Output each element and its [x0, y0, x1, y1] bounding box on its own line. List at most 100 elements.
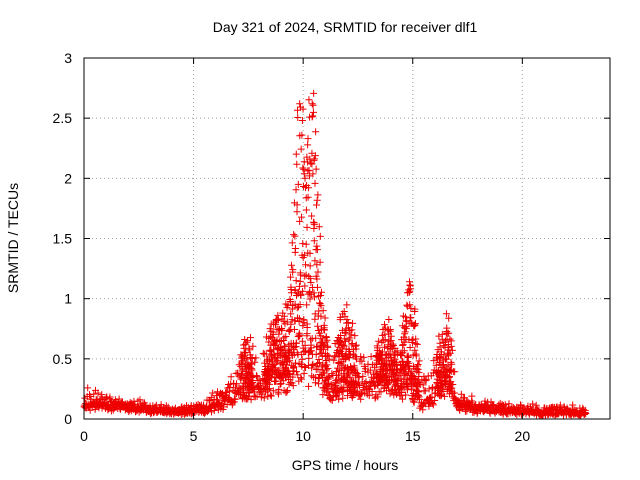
data-point: [379, 336, 387, 344]
data-point: [253, 372, 261, 380]
data-point: [287, 273, 295, 281]
data-point: [410, 375, 418, 383]
data-point: [309, 170, 317, 178]
data-point: [314, 283, 322, 291]
data-point: [451, 368, 459, 376]
data-point: [325, 388, 333, 396]
data-point: [94, 389, 102, 397]
data-point: [294, 113, 302, 121]
data-point: [354, 380, 362, 388]
data-point: [266, 391, 274, 399]
data-point: [351, 332, 359, 340]
data-point: [320, 321, 328, 329]
data-point: [414, 362, 421, 370]
data-point: [283, 318, 291, 326]
data-point: [313, 275, 321, 283]
plot-frame: [83, 57, 611, 420]
data-point: [272, 358, 280, 366]
data-point: [298, 116, 306, 124]
data-point: [267, 392, 275, 400]
data-point: [425, 402, 433, 410]
data-point: [260, 394, 268, 402]
data-point: [311, 152, 319, 160]
data-point: [279, 309, 287, 317]
data-point: [98, 391, 106, 399]
data-point: [303, 324, 311, 332]
chart-title: Day 321 of 2024, SRMTID for receiver dlf…: [213, 19, 478, 35]
data-point: [429, 401, 437, 409]
data-point: [408, 381, 416, 389]
data-point: [275, 385, 283, 393]
data-point: [343, 316, 351, 324]
data-point: [247, 360, 255, 368]
data-point: [309, 112, 317, 120]
data-point: [308, 212, 316, 220]
data-point: [332, 379, 340, 387]
data-point: [438, 330, 446, 338]
data-point: [381, 336, 389, 344]
data-point: [365, 392, 373, 400]
data-point: [86, 406, 94, 414]
data-point: [319, 391, 327, 399]
data-point: [337, 360, 345, 368]
data-point: [306, 274, 314, 282]
data-point: [377, 388, 385, 396]
data-point: [403, 386, 411, 394]
data-point: [327, 380, 335, 388]
data-point: [357, 395, 365, 403]
data-point: [401, 330, 409, 338]
data-point: [305, 184, 313, 192]
data-point: [269, 387, 277, 395]
data-point: [305, 96, 313, 104]
data-point: [226, 387, 234, 395]
data-point: [223, 388, 231, 396]
data-point: [248, 374, 256, 382]
data-point: [289, 266, 297, 274]
data-point: [291, 245, 299, 253]
data-point: [407, 285, 415, 293]
data-point: [346, 347, 354, 355]
data-point: [412, 320, 420, 328]
data-point: [249, 342, 257, 350]
data-point: [378, 348, 386, 356]
data-point: [391, 355, 399, 363]
data-point: [301, 363, 309, 371]
data-point: [435, 368, 443, 376]
data-point: [300, 170, 308, 178]
data-point: [327, 396, 335, 404]
data-point: [375, 337, 383, 345]
data-point: [441, 392, 449, 400]
data-point: [313, 242, 321, 250]
data-point: [273, 316, 281, 324]
data-point: [367, 353, 375, 361]
x-tick-label: 15: [405, 428, 421, 444]
data-point: [321, 369, 329, 377]
data-point: [322, 356, 330, 364]
x-tick-label: 10: [295, 428, 311, 444]
data-point: [248, 366, 256, 374]
data-point: [330, 356, 338, 364]
data-point: [309, 360, 317, 368]
data-point: [436, 354, 444, 362]
data-point: [243, 338, 251, 346]
data-point: [317, 288, 325, 296]
data-point: [307, 347, 315, 355]
data-point: [314, 365, 322, 373]
data-point: [298, 131, 306, 139]
data-point: [347, 331, 355, 339]
data-point: [351, 342, 359, 350]
data-point: [299, 240, 307, 248]
data-point: [302, 206, 310, 214]
data-point: [468, 392, 476, 400]
data-point: [298, 213, 306, 221]
data-point: [400, 347, 408, 355]
data-point: [242, 340, 250, 348]
data-point: [412, 352, 420, 360]
data-point: [292, 339, 300, 347]
data-point: [312, 350, 320, 358]
data-point: [445, 329, 453, 337]
data-point: [350, 351, 358, 359]
data-point: [419, 381, 427, 389]
data-point: [305, 354, 313, 362]
